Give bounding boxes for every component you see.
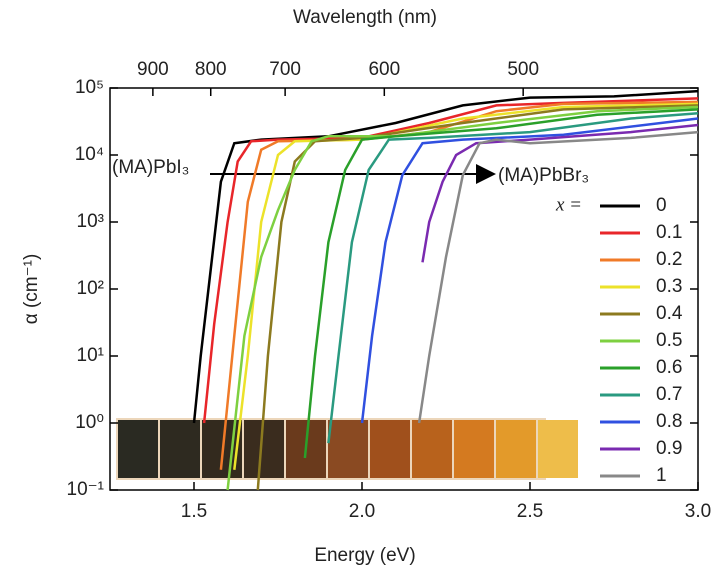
legend-label: 0.5 bbox=[656, 330, 682, 351]
top-x-tick-label: 700 bbox=[269, 59, 301, 80]
top-axis-title: Wavelength (nm) bbox=[293, 7, 437, 28]
annotation: (MA)PbI₃ bbox=[112, 157, 189, 178]
x-tick-label: 2.5 bbox=[517, 501, 543, 522]
legend-label: 0.3 bbox=[656, 276, 682, 297]
legend-label: 0.1 bbox=[656, 222, 682, 243]
legend-label: 0.9 bbox=[656, 438, 682, 459]
x-axis-title: Energy (eV) bbox=[314, 545, 415, 566]
x-tick-label: 1.5 bbox=[181, 501, 207, 522]
series-line bbox=[327, 111, 699, 444]
annotation: (MA)PbBr₃ bbox=[498, 165, 589, 186]
series-line bbox=[417, 130, 699, 424]
series-line bbox=[303, 108, 699, 459]
legend-label: 0.6 bbox=[656, 357, 682, 378]
legend-label: 0.2 bbox=[656, 249, 682, 270]
x-tick-label: 2.0 bbox=[349, 501, 375, 522]
y-tick-label: 10⁵ bbox=[75, 77, 104, 98]
legend-label: 0.8 bbox=[656, 411, 682, 432]
sample-photos bbox=[116, 418, 578, 480]
top-x-tick-label: 800 bbox=[195, 59, 227, 80]
y-tick-label: 10¹ bbox=[77, 345, 104, 366]
legend-label: 0.4 bbox=[656, 303, 683, 324]
y-tick-label: 10⁴ bbox=[75, 144, 104, 165]
series-line bbox=[192, 89, 699, 424]
y-tick-label: 10² bbox=[77, 278, 104, 299]
y-tick-label: 10⁻¹ bbox=[67, 479, 105, 500]
legend-label: 0 bbox=[656, 195, 667, 216]
top-x-tick-label: 600 bbox=[368, 59, 400, 80]
top-x-tick-label: 900 bbox=[137, 59, 169, 80]
series-line bbox=[233, 102, 699, 470]
series-line bbox=[202, 97, 699, 424]
y-tick-label: 10⁰ bbox=[75, 412, 104, 433]
x-tick-label: 3.0 bbox=[685, 501, 711, 522]
series-line bbox=[421, 123, 699, 263]
legend-label: 1 bbox=[656, 465, 667, 486]
series-line bbox=[360, 117, 699, 424]
series-line bbox=[226, 105, 699, 491]
legend-label: 0.7 bbox=[656, 384, 682, 405]
legend-title: x = bbox=[555, 194, 582, 215]
y-tick-label: 10³ bbox=[77, 211, 104, 232]
y-axis-title: α (cm⁻¹) bbox=[21, 254, 42, 325]
top-x-tick-label: 500 bbox=[507, 59, 539, 80]
